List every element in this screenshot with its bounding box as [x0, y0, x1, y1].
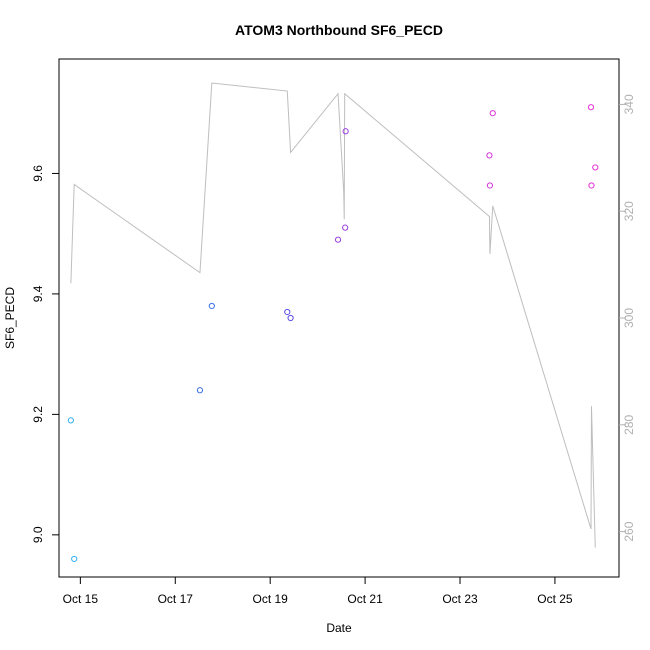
y-tick-label: 9.4 — [31, 285, 45, 302]
data-point — [208, 302, 215, 310]
plot-area-border — [58, 58, 620, 578]
series-line — [70, 82, 596, 548]
x-tick-label: Oct 19 — [253, 592, 289, 606]
data-point — [342, 128, 349, 135]
y2-tick-label: 280 — [622, 414, 636, 434]
scatter-series — [67, 104, 599, 563]
data-point — [334, 236, 342, 243]
data-point — [71, 555, 78, 563]
data-point — [67, 417, 74, 424]
y-tick-label: 9.0 — [31, 526, 45, 543]
y2-tick-label: 320 — [622, 201, 636, 221]
data-point — [284, 308, 291, 316]
data-point — [588, 182, 595, 189]
y-axis-right: 260 280 300 320 340 — [619, 94, 636, 542]
x-tick-label: Oct 23 — [442, 592, 478, 606]
data-point — [486, 152, 493, 159]
data-point — [196, 387, 204, 394]
data-point — [342, 224, 349, 231]
y-axis-left: 9.0 9.2 9.4 9.6 — [31, 165, 59, 543]
x-tick-label: Oct 25 — [537, 592, 573, 606]
x-axis: Oct 15 Oct 17 Oct 19 Oct 21 Oct 23 Oct 25 — [63, 577, 573, 606]
y-tick-label: 9.2 — [31, 406, 45, 423]
x-axis-label: Date — [326, 621, 352, 635]
data-point — [592, 164, 599, 171]
x-tick-label: Oct 17 — [158, 592, 194, 606]
data-point — [587, 104, 595, 111]
data-point — [287, 314, 294, 322]
data-point — [489, 110, 496, 117]
y2-tick-label: 260 — [622, 521, 636, 541]
y2-tick-label: 300 — [622, 308, 636, 328]
line-series — [70, 82, 596, 548]
y-axis-label: SF6_PECD — [3, 287, 17, 349]
y2-tick-label: 340 — [622, 94, 636, 114]
y-tick-label: 9.6 — [31, 165, 45, 182]
x-tick-label: Oct 15 — [63, 592, 99, 606]
x-tick-label: Oct 21 — [347, 592, 383, 606]
chart-title: ATOM3 Northbound SF6_PECD — [235, 22, 443, 38]
data-point — [486, 182, 494, 189]
